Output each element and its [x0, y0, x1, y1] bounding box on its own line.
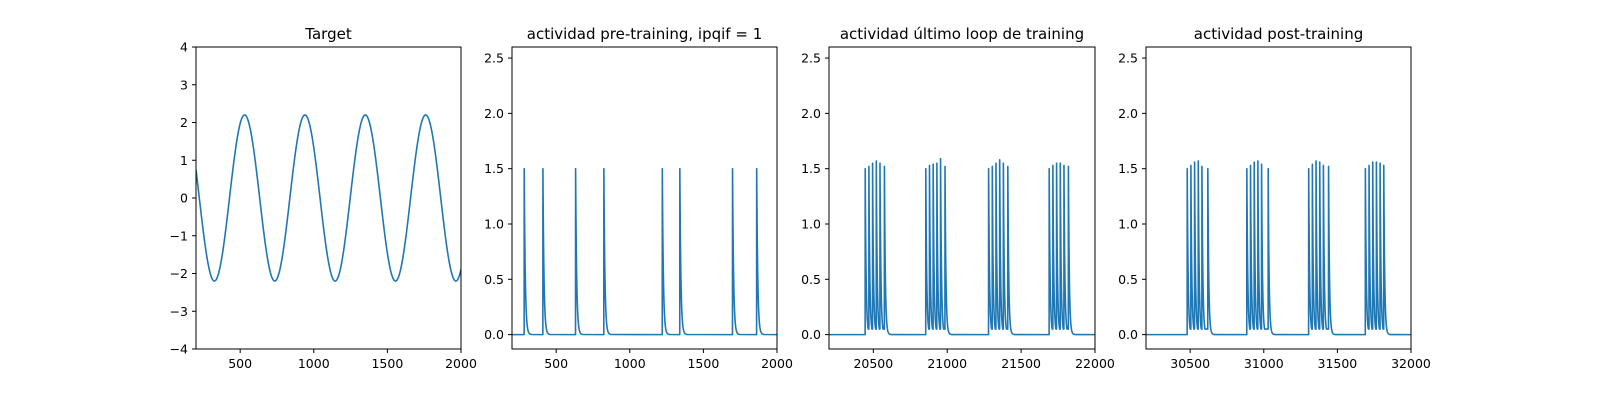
x-tick-label: 1500 — [687, 356, 719, 371]
axes-frame — [511, 46, 778, 350]
y-tick-label: 0.0 — [1118, 327, 1138, 342]
subplot-pre-training: 500 1000 1500 2000 0.0 0.5 1.0 1.5 2.0 2.5 activid… — [484, 25, 793, 371]
y-tick-label: 0.5 — [1118, 272, 1138, 287]
subplot-title-post-training: actividad post-training — [1194, 25, 1363, 43]
x-tick-label: 32000 — [1391, 356, 1431, 371]
y-tick-label: 3 — [180, 77, 188, 92]
y-tick-label: 1.0 — [484, 216, 504, 231]
x-tick-label: 21500 — [1001, 356, 1041, 371]
subplot-title-last-training-loop: actividad último loop de training — [840, 25, 1084, 43]
y-tick-label: −2 — [170, 266, 188, 281]
axes-frame — [828, 46, 1096, 350]
x-tick-label: 1000 — [614, 356, 646, 371]
x-tick-label: 1500 — [371, 356, 403, 371]
axes-frame — [1145, 46, 1412, 350]
y-tick-label: 2.0 — [484, 106, 504, 121]
x-tick-label: 22000 — [1075, 356, 1115, 371]
x-tick-label: 1000 — [298, 356, 330, 371]
y-tick-label: 2 — [180, 115, 188, 130]
y-tick-label: 2.5 — [801, 51, 821, 66]
y-tick-label: 1 — [180, 153, 188, 168]
subplot-target: 500 1000 1500 2000 −4 −3 −2 −1 0 1 2 3 4 Target — [170, 25, 477, 371]
y-tick-label: 1.0 — [1118, 216, 1138, 231]
x-tick-label: 21000 — [927, 356, 967, 371]
y-tick-label: 0.0 — [484, 327, 504, 342]
y-tick-label: −1 — [170, 228, 188, 243]
y-tick-label: 2.5 — [1118, 51, 1138, 66]
y-tick-label: 1.5 — [801, 161, 821, 176]
subplot-last-training-loop: 20500 21000 21500 22000 0.0 0.5 1.0 1.5 2.0 2.5 ac… — [801, 25, 1115, 371]
x-tick-label: 500 — [228, 356, 252, 371]
x-tick-label: 2000 — [761, 356, 793, 371]
y-tick-label: 2.0 — [801, 106, 821, 121]
y-tick-label: 0 — [180, 191, 188, 206]
y-tick-label: 4 — [180, 40, 188, 55]
y-tick-label: 1.5 — [1118, 161, 1138, 176]
y-tick-label: 1.5 — [484, 161, 504, 176]
series-line — [1146, 160, 1411, 336]
x-tick-label: 31500 — [1318, 356, 1358, 371]
y-tick-label: 0.0 — [801, 327, 821, 342]
y-tick-label: 0.5 — [484, 272, 504, 287]
y-tick-label: 2.0 — [1118, 106, 1138, 121]
x-tick-label: 31000 — [1244, 356, 1284, 371]
series-line — [196, 114, 461, 282]
x-tick-label: 20500 — [853, 356, 893, 371]
x-tick-label: 500 — [544, 356, 568, 371]
x-tick-label: 2000 — [445, 356, 477, 371]
y-tick-label: −4 — [170, 342, 188, 357]
y-tick-label: 0.5 — [801, 272, 821, 287]
y-tick-label: 2.5 — [484, 51, 504, 66]
y-tick-label: −3 — [170, 304, 188, 319]
subplot-title-target: Target — [304, 25, 352, 43]
subplot-post-training: 30500 31000 31500 32000 0.0 0.5 1.0 1.5 2.0 2.5 ac… — [1118, 25, 1431, 371]
series-line — [512, 167, 777, 336]
y-tick-label: 1.0 — [801, 216, 821, 231]
x-tick-label: 30500 — [1170, 356, 1210, 371]
subplot-title-pre-training: actividad pre-training, ipqif = 1 — [527, 25, 763, 43]
series-line — [829, 157, 1095, 336]
